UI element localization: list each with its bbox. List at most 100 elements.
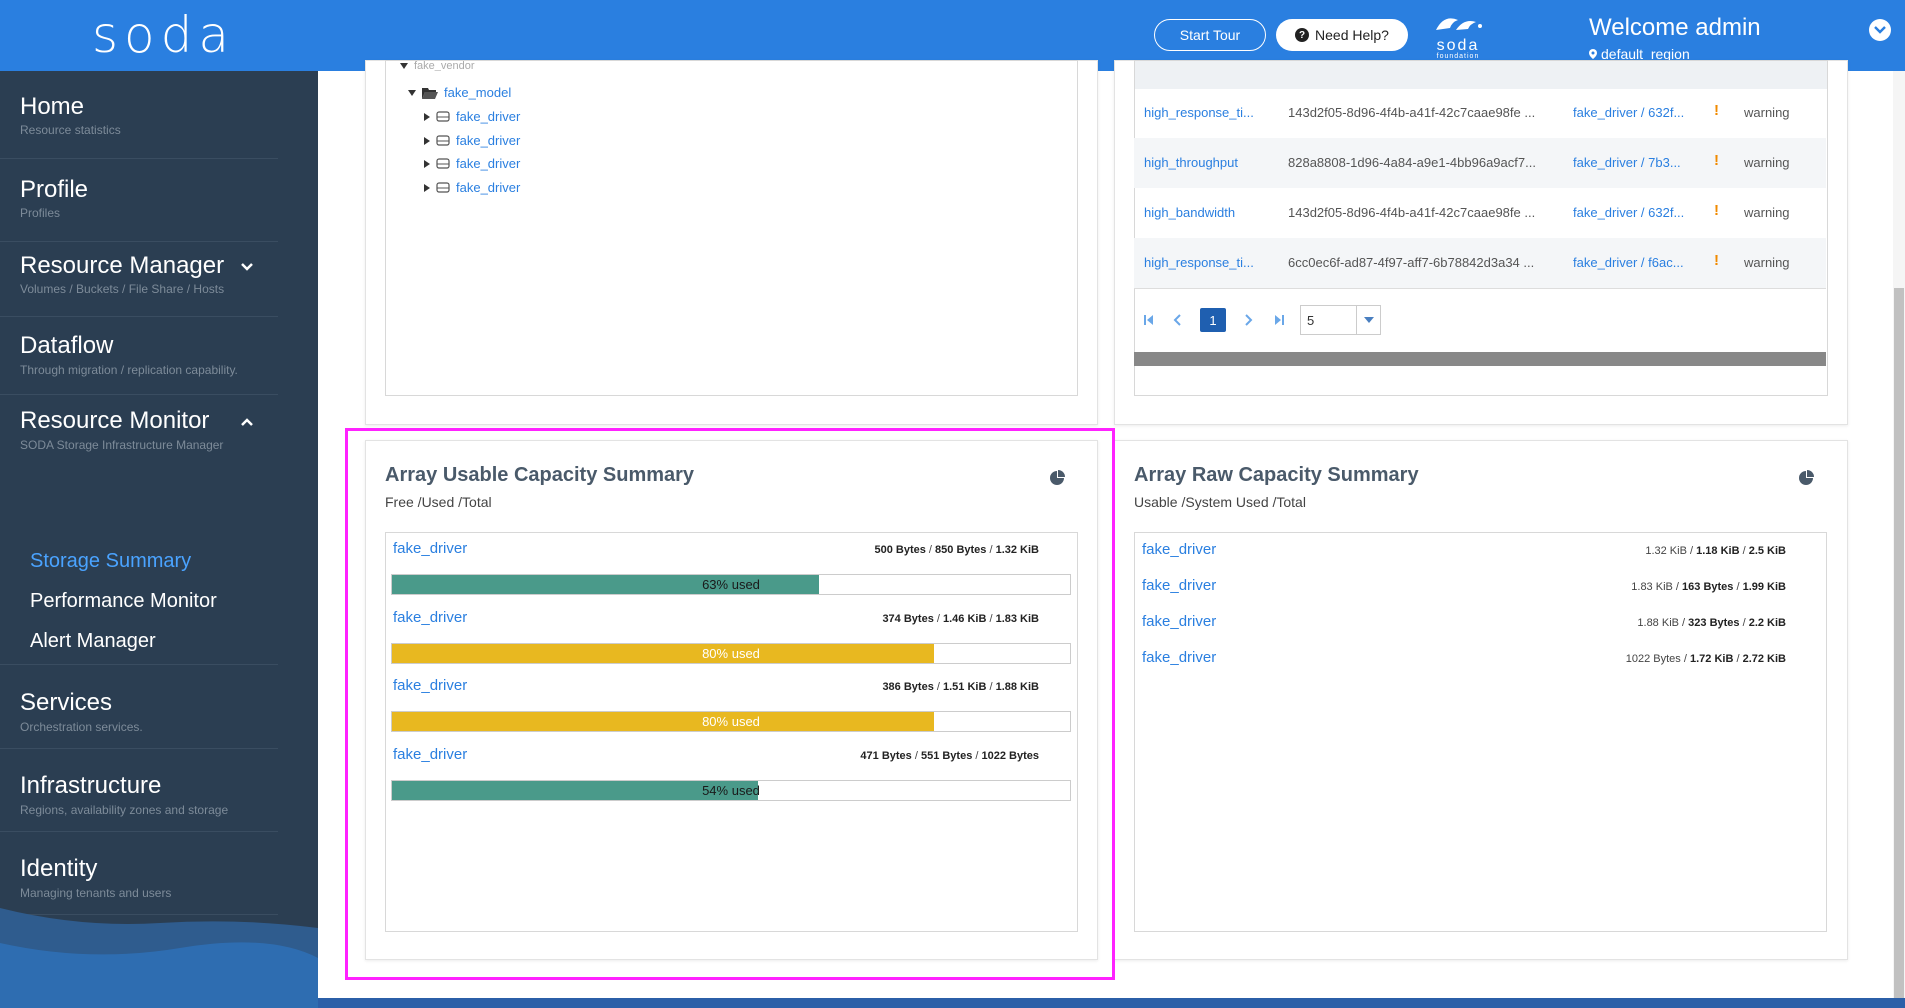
raw-capacity-values: 1.83 KiB / 163 Bytes / 1.99 KiB — [1631, 581, 1786, 593]
nav-subtitle: Managing tenants and users — [20, 886, 172, 900]
soda-logo[interactable]: soda — [92, 6, 236, 64]
usable-driver-link[interactable]: fake_driver — [393, 677, 468, 694]
sidebar-item-dataflow[interactable]: Dataflow Through migration / replication… — [0, 317, 278, 395]
tree-node-label: fake_driver — [456, 156, 521, 171]
tree-node-label: fake_driver — [456, 109, 521, 124]
alert-source[interactable]: fake_driver / f6ac... — [1573, 255, 1684, 270]
sidebar-item-resource-monitor[interactable]: Resource Monitor SODA Storage Infrastruc… — [0, 395, 278, 665]
storage-tree-box: fake_vendor fake_model fake_driver fake_… — [385, 60, 1078, 396]
start-tour-button[interactable]: Start Tour — [1154, 19, 1266, 51]
last-page-icon[interactable] — [1273, 313, 1285, 327]
dropdown-toggle[interactable] — [1356, 306, 1380, 334]
usage-progress-bar: 80% used — [391, 643, 1071, 664]
nav-title: Infrastructure — [20, 772, 162, 799]
usable-driver-link[interactable]: fake_driver — [393, 746, 468, 763]
usage-progress-fill — [392, 575, 820, 594]
alert-source[interactable]: fake_driver / 632f... — [1573, 205, 1685, 220]
caret-down-icon — [1363, 317, 1374, 323]
usable-driver-link[interactable]: fake_driver — [393, 540, 468, 557]
raw-capacity-title: Array Raw Capacity Summary — [1134, 464, 1419, 486]
table-row[interactable]: high_response_ti... 143d2f05-8d96-4f4b-a… — [1134, 88, 1826, 138]
alert-name[interactable]: high_bandwidth — [1144, 205, 1236, 220]
sidebar-item-home[interactable]: Home Resource statistics — [0, 71, 278, 159]
usable-capacity-values: 374 Bytes / 1.46 KiB / 1.83 KiB — [882, 613, 1039, 625]
raw-driver-link[interactable]: fake_driver — [1142, 613, 1217, 630]
prev-page-icon[interactable] — [1172, 313, 1182, 327]
next-page-icon[interactable] — [1244, 313, 1254, 327]
pie-chart-icon[interactable] — [1798, 470, 1814, 486]
tree-node-label: fake_model — [444, 85, 512, 100]
page-number-current[interactable]: 1 — [1200, 308, 1226, 332]
tree-node-driver[interactable]: fake_driver — [424, 156, 520, 171]
usage-percent-label: 80% used — [702, 714, 760, 729]
first-page-icon[interactable] — [1143, 313, 1155, 327]
usage-progress-fill — [392, 781, 759, 800]
alert-name[interactable]: high_throughput — [1144, 155, 1238, 170]
storage-drive-icon — [436, 182, 450, 193]
alert-id: 143d2f05-8d96-4f4b-a41f-42c7caae98fe ... — [1288, 205, 1536, 220]
usable-driver-link[interactable]: fake_driver — [393, 609, 468, 626]
storage-drive-icon — [436, 135, 450, 146]
storage-drive-icon — [436, 111, 450, 122]
usage-progress-bar: 63% used — [391, 574, 1071, 595]
tree-node-driver[interactable]: fake_driver — [424, 133, 520, 148]
foundation-logo-sub: foundation — [1436, 53, 1480, 60]
raw-driver-link[interactable]: fake_driver — [1142, 541, 1217, 558]
pie-chart-icon[interactable] — [1049, 470, 1065, 486]
table-divider — [1134, 288, 1826, 289]
chevron-down-icon — [241, 263, 253, 271]
raw-driver-link[interactable]: fake_driver — [1142, 577, 1217, 594]
tree-node-driver[interactable]: fake_driver — [424, 109, 520, 124]
sidebar-item-services[interactable]: Services Orchestration services. — [0, 665, 278, 749]
sidebar-item-identity[interactable]: Identity Managing tenants and users — [0, 832, 278, 915]
map-pin-icon — [1589, 49, 1597, 59]
table-row[interactable]: high_response_ti... 6cc0ec6f-ad87-4f97-a… — [1134, 238, 1826, 288]
usage-progress-bar: 80% used — [391, 711, 1071, 732]
sidebar-item-infrastructure[interactable]: Infrastructure Regions, availability zon… — [0, 749, 278, 832]
expand-caret-icon — [408, 89, 416, 96]
nav-title: Services — [20, 689, 113, 716]
need-help-label: Need Help? — [1315, 27, 1389, 43]
tree-node-model[interactable]: fake_model — [408, 85, 511, 100]
tree-node-vendor[interactable]: fake_vendor — [400, 61, 475, 71]
nav-title: Home — [20, 93, 85, 120]
need-help-button[interactable]: ? Need Help? — [1276, 19, 1408, 51]
table-row[interactable]: high_bandwidth 143d2f05-8d96-4f4b-a41f-4… — [1134, 188, 1826, 238]
warning-icon: ! — [1714, 102, 1719, 119]
user-menu-toggle[interactable] — [1869, 19, 1891, 41]
alert-name[interactable]: high_response_ti... — [1144, 105, 1254, 120]
nav-subtitle: SODA Storage Infrastructure Manager — [20, 438, 224, 452]
nav-title: Identity — [20, 855, 98, 882]
usable-capacity-list — [385, 532, 1078, 932]
sidebar: Home Resource statistics Profile Profile… — [0, 71, 318, 1008]
sidebar-subitem-performance-monitor[interactable]: Performance Monitor — [30, 590, 217, 612]
alert-source[interactable]: fake_driver / 632f... — [1573, 105, 1685, 120]
soda-foundation-logo: soda foundation — [1430, 12, 1486, 62]
nav-subtitle: Resource statistics — [20, 123, 121, 137]
footer-strip — [318, 998, 1905, 1008]
page-size-select[interactable]: 5 — [1300, 305, 1381, 335]
nav-title: Dataflow — [20, 332, 114, 359]
sidebar-subitem-alert-manager[interactable]: Alert Manager — [30, 630, 156, 652]
sidebar-item-profile[interactable]: Profile Profiles — [0, 159, 278, 242]
warning-icon: ! — [1714, 152, 1719, 169]
tree-node-driver[interactable]: fake_driver — [424, 180, 520, 195]
alert-id: 828a8808-1d96-4a84-a9e1-4bb96a9acf7... — [1288, 155, 1536, 170]
nav-subtitle: Through migration / replication capabili… — [20, 363, 238, 377]
page-size-value: 5 — [1307, 313, 1315, 328]
sidebar-subitem-storage-summary[interactable]: Storage Summary — [30, 550, 192, 572]
raw-driver-link[interactable]: fake_driver — [1142, 649, 1217, 666]
sidebar-wave-decoration — [0, 908, 318, 1008]
raw-capacity-list — [1134, 532, 1827, 932]
table-row[interactable]: high_throughput 828a8808-1d96-4a84-a9e1-… — [1134, 138, 1826, 188]
dolphin-icon — [1436, 18, 1482, 30]
scrollbar-thumb[interactable] — [1894, 288, 1904, 998]
region-selector[interactable]: default_region — [1589, 46, 1690, 62]
sidebar-item-resource-manager[interactable]: Resource Manager Volumes / Buckets / Fil… — [0, 242, 278, 317]
horizontal-scrollbar[interactable] — [1134, 352, 1826, 366]
alert-source[interactable]: fake_driver / 7b3... — [1573, 155, 1681, 170]
foundation-logo-text: soda — [1436, 37, 1480, 54]
tree-node-label: fake_driver — [456, 133, 521, 148]
chevron-down-icon — [1874, 26, 1886, 34]
alert-name[interactable]: high_response_ti... — [1144, 255, 1254, 270]
